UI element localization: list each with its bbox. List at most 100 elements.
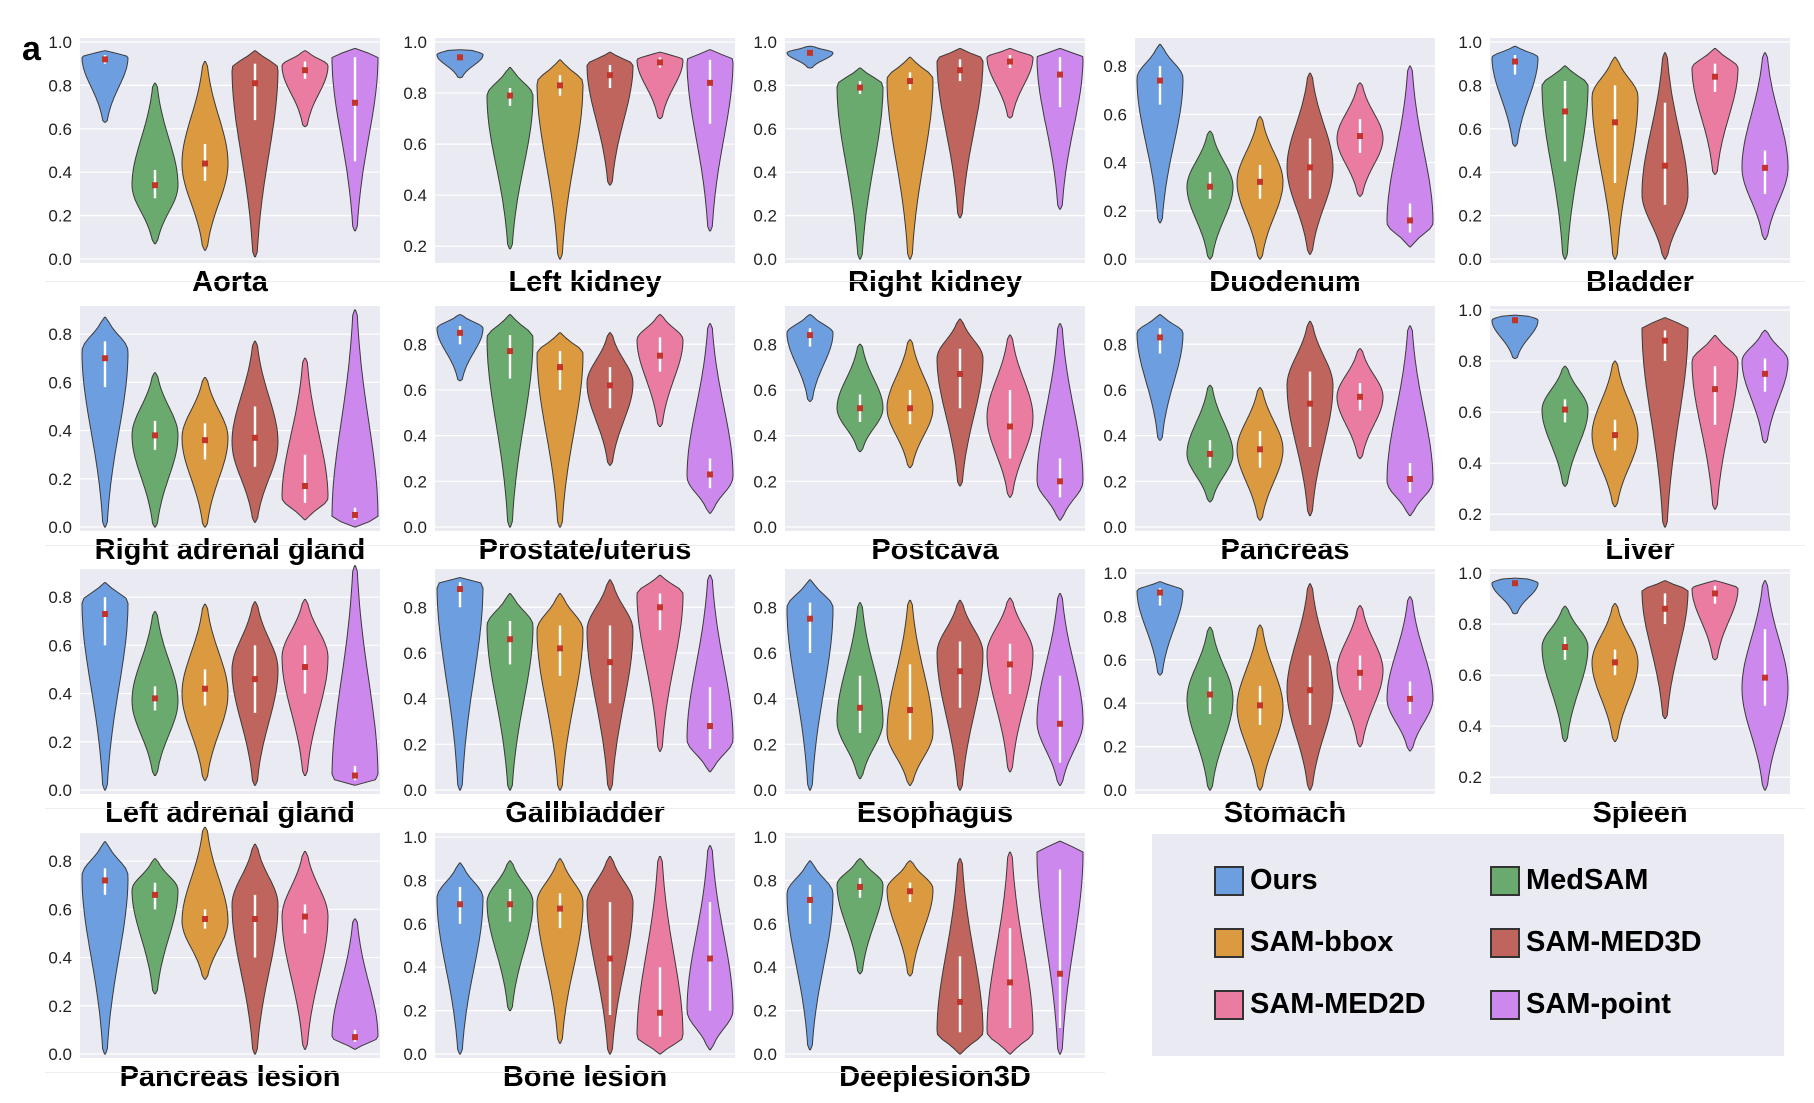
violin-sam-med3d: [936, 858, 984, 1055]
median-marker: [1157, 589, 1163, 596]
y-tick-label: 0.6: [403, 135, 427, 154]
y-tick-label: 1.0: [1458, 33, 1482, 52]
violin-ours: [436, 577, 484, 791]
median-marker: [302, 664, 308, 671]
panel-label: a: [22, 30, 41, 68]
plot-area: [435, 38, 735, 263]
median-marker: [152, 695, 158, 702]
median-marker: [252, 80, 258, 87]
violin-sam-bbox: [536, 332, 584, 528]
y-tick-label: 0.0: [753, 1045, 777, 1064]
median-marker: [707, 471, 713, 478]
legend-swatch: [1214, 989, 1244, 1020]
subplot-title: Right adrenal gland: [94, 534, 366, 566]
y-tick-label: 0.8: [403, 598, 427, 617]
y-tick-label: 0.8: [753, 871, 777, 890]
y-tick-label: 0.4: [1458, 454, 1482, 473]
y-tick-label: 0.4: [1103, 154, 1127, 173]
median-marker: [1057, 71, 1063, 78]
y-tick-label: 0.8: [403, 84, 427, 103]
y-tick-label: 0.2: [48, 733, 72, 752]
y-tick-label: 0.2: [753, 472, 777, 491]
y-tick-label: 0.0: [753, 250, 777, 269]
plot-area: [80, 306, 380, 531]
violin-ours: [436, 49, 484, 79]
violin-chart: 0.0 0.2 0.4 0.6 0.8: [403, 306, 735, 537]
violin-medsam: [486, 860, 534, 1012]
median-marker: [807, 896, 813, 903]
legend-swatch: [1214, 865, 1244, 896]
median-marker: [1257, 446, 1263, 453]
median-marker: [1407, 695, 1413, 702]
violin-chart: 0.0 0.2 0.4 0.6 0.8 1.0: [753, 828, 1085, 1064]
median-marker: [557, 905, 563, 912]
violin-subplot: 0.0 0.2 0.4 0.6 0.8 Duodenum: [1075, 22, 1455, 308]
violin-chart: 0.2 0.4 0.6 0.8 1.0: [403, 33, 735, 263]
median-marker: [302, 913, 308, 920]
row-separator: [45, 808, 1805, 809]
violin-medsam: [486, 314, 534, 528]
y-tick-label: 0.4: [753, 958, 777, 977]
y-tick-label: 0.8: [1103, 335, 1127, 354]
median-marker: [352, 511, 358, 518]
violin-subplot: 0.0 0.2 0.4 0.6 0.8 Gallbladder: [375, 553, 755, 839]
median-marker: [1512, 580, 1518, 587]
median-marker: [1307, 400, 1313, 407]
y-tick-label: 1.0: [753, 828, 777, 847]
violin-chart: 0.0 0.2 0.4 0.6 0.8 1.0: [48, 33, 380, 269]
plot-area: [785, 833, 1085, 1058]
violin-sam-bbox: [536, 858, 584, 1044]
median-marker: [807, 49, 813, 56]
plot-area: [80, 833, 380, 1058]
y-tick-label: 0.8: [403, 335, 427, 354]
violin-sam-med2d: [1691, 48, 1739, 175]
y-tick-label: 1.0: [1458, 564, 1482, 583]
violin-chart: 0.0 0.2 0.4 0.6 0.8: [1103, 38, 1435, 269]
violin-medsam: [1541, 365, 1589, 487]
y-tick-label: 1.0: [403, 33, 427, 52]
median-marker: [1307, 687, 1313, 694]
y-tick-label: 0.6: [1103, 105, 1127, 124]
legend-label: SAM-bbox: [1250, 926, 1394, 958]
plot-area: [1490, 38, 1790, 263]
median-marker: [957, 668, 963, 675]
plot-area: [1490, 306, 1790, 531]
median-marker: [202, 437, 208, 444]
median-marker: [1407, 217, 1413, 224]
violin-sam-point: [1741, 52, 1789, 240]
violin-subplot: 0.0 0.2 0.4 0.6 0.8 1.0 Right kidney: [725, 22, 1105, 308]
median-marker: [1207, 183, 1213, 190]
y-tick-label: 1.0: [403, 828, 427, 847]
legend-swatch: [1490, 927, 1520, 958]
subplot-title: Postcava: [871, 534, 999, 566]
y-tick-label: 0.4: [48, 422, 72, 441]
violin-ours: [81, 582, 129, 791]
violin-medsam: [836, 858, 884, 975]
violin-ours: [81, 50, 129, 123]
legend-item: SAM-bbox: [1214, 926, 1393, 959]
y-tick-label: 0.4: [1458, 717, 1482, 736]
median-marker: [707, 723, 713, 730]
y-tick-label: 0.6: [1103, 651, 1127, 670]
median-marker: [102, 610, 108, 617]
median-marker: [457, 585, 463, 592]
median-marker: [657, 352, 663, 359]
subplot-title: Bladder: [1586, 266, 1694, 298]
subplot-title: Left kidney: [508, 266, 662, 298]
median-marker: [202, 160, 208, 167]
median-marker: [1612, 119, 1618, 126]
y-tick-label: 0.2: [403, 472, 427, 491]
median-marker: [857, 704, 863, 711]
median-marker: [857, 405, 863, 412]
median-marker: [657, 604, 663, 611]
y-tick-label: 0.8: [1458, 352, 1482, 371]
y-tick-label: 0.6: [48, 900, 72, 919]
median-marker: [607, 72, 613, 79]
violin-sam-med3d: [586, 51, 634, 186]
violin-sam-med2d: [636, 574, 684, 752]
y-tick-label: 0.4: [403, 958, 427, 977]
violin-sam-med2d: [281, 851, 329, 1050]
y-tick-label: 0.6: [1458, 120, 1482, 139]
median-marker: [1057, 478, 1063, 485]
y-tick-label: 0.2: [753, 207, 777, 226]
